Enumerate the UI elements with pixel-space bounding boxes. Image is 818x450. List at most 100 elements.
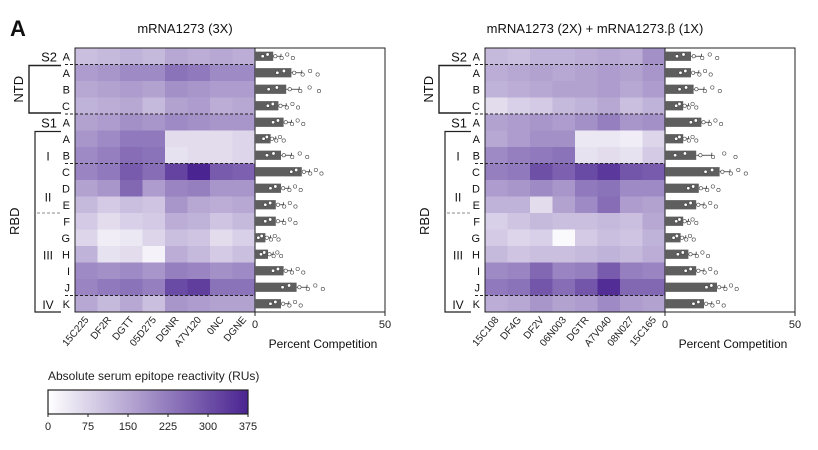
competition-bar [665, 150, 697, 160]
heatmap-cell [97, 279, 121, 296]
rbd-label: RBD [7, 208, 22, 235]
replicate-point [277, 134, 282, 139]
heatmap-cell [485, 229, 508, 247]
heatmap-cell [142, 147, 166, 164]
replicate-point [301, 169, 306, 174]
replicate-point [688, 200, 693, 205]
replicate-point [709, 283, 714, 288]
heatmap-cell [210, 97, 233, 115]
heatmap-cell [485, 64, 508, 82]
heatmap-cell [187, 295, 211, 313]
replicate-point [682, 136, 687, 141]
heatmap-cell [97, 130, 121, 148]
replicate-point [275, 219, 280, 224]
heatmap-cell [552, 180, 576, 197]
heatmap-cell [485, 262, 508, 280]
heatmap-cell [620, 147, 643, 164]
replicate-point [264, 134, 269, 139]
replicate-point [690, 217, 695, 222]
replicate-point [677, 217, 682, 222]
heatmap-cell [232, 81, 256, 98]
heatmap-cell [597, 97, 621, 115]
replicate-point [261, 136, 266, 141]
replicate-point [680, 235, 685, 240]
heatmap-cell [210, 295, 233, 313]
heatmap-cell [120, 196, 143, 214]
replicate-point [696, 268, 701, 273]
heatmap-cell [75, 64, 98, 82]
heatmap-cell [575, 97, 598, 115]
heatmap-cell [165, 196, 188, 214]
subgroup-label-ii: II [45, 191, 52, 205]
heatmap-cell [620, 180, 643, 197]
heatmap-cell [97, 262, 121, 280]
heatmap-title: mRNA1273 (3X) [137, 21, 232, 36]
domain-label-s2: S2 [451, 49, 467, 64]
heatmap-cell [552, 295, 576, 313]
heatmap-cell [642, 180, 666, 197]
heatmap-cell [575, 246, 598, 263]
subgroup-label-ii: II [455, 191, 462, 205]
replicate-point [703, 68, 708, 73]
replicate-point [723, 287, 728, 292]
heatmap-cell [97, 180, 121, 197]
heatmap-cell [530, 64, 553, 82]
replicate-point [674, 136, 679, 141]
heatmap-cell [187, 279, 211, 296]
replicate-point [281, 301, 286, 306]
x-tick-label: 50 [789, 319, 801, 331]
heatmap-cell [530, 97, 553, 115]
replicate-point [702, 89, 707, 94]
competition-bar [665, 299, 704, 309]
subgroup-label-iv: IV [42, 298, 53, 312]
heatmap-cell [165, 130, 188, 148]
replicate-point [271, 120, 276, 125]
heatmap-cell [232, 130, 256, 148]
heatmap-cell [552, 163, 576, 181]
heatmap-cell [232, 64, 256, 82]
heatmap-cell [575, 130, 598, 148]
heatmap-cell [552, 262, 576, 280]
replicate-point [287, 200, 292, 205]
heatmap-cell [210, 262, 233, 280]
replicate-point [686, 221, 691, 226]
replicate-point [708, 200, 713, 205]
replicate-point [719, 122, 724, 127]
ntd-bracket [28, 64, 61, 114]
heatmap-cell [142, 48, 166, 65]
heatmap-cell [575, 48, 598, 65]
heatmap-panel-left: mRNA1273 (3X)AABCAABCDEFGHIJKS2S1NTDRBDI… [7, 21, 391, 351]
heatmap-cell [75, 295, 98, 313]
replicate-point [282, 204, 287, 209]
heatmap-cell [165, 97, 188, 115]
heatmap-cell [97, 295, 121, 313]
row-label: C [62, 101, 70, 113]
heatmap-cell [642, 147, 666, 164]
heatmap-cell [120, 81, 143, 98]
heatmap-cell [642, 262, 666, 280]
replicate-point [259, 233, 264, 238]
heatmap-cell [642, 81, 666, 98]
replicate-point [677, 87, 682, 92]
row-label: G [471, 233, 480, 245]
replicate-point [297, 151, 302, 156]
replicate-point [698, 186, 703, 191]
heatmap-cell [97, 147, 121, 164]
replicate-point [284, 105, 289, 110]
x-axis-label: Percent Competition [679, 337, 788, 351]
heatmap-cell [187, 64, 211, 82]
heatmap-cell [597, 64, 621, 82]
replicate-point [721, 303, 726, 308]
heatmap-cell [187, 163, 211, 181]
heatmap-cell [120, 48, 143, 65]
heatmap-cell [530, 196, 553, 214]
column-label: DF2R [89, 315, 114, 342]
heatmap-cell [620, 229, 643, 247]
heatmap-cell [552, 130, 576, 148]
replicate-point [273, 184, 278, 189]
heatmap-cell [75, 229, 98, 247]
row-label: C [472, 101, 480, 113]
heatmap-cell [120, 279, 143, 296]
replicate-point [688, 252, 693, 257]
color-scale-title: Absolute serum epitope reactivity (RUs) [48, 369, 259, 383]
